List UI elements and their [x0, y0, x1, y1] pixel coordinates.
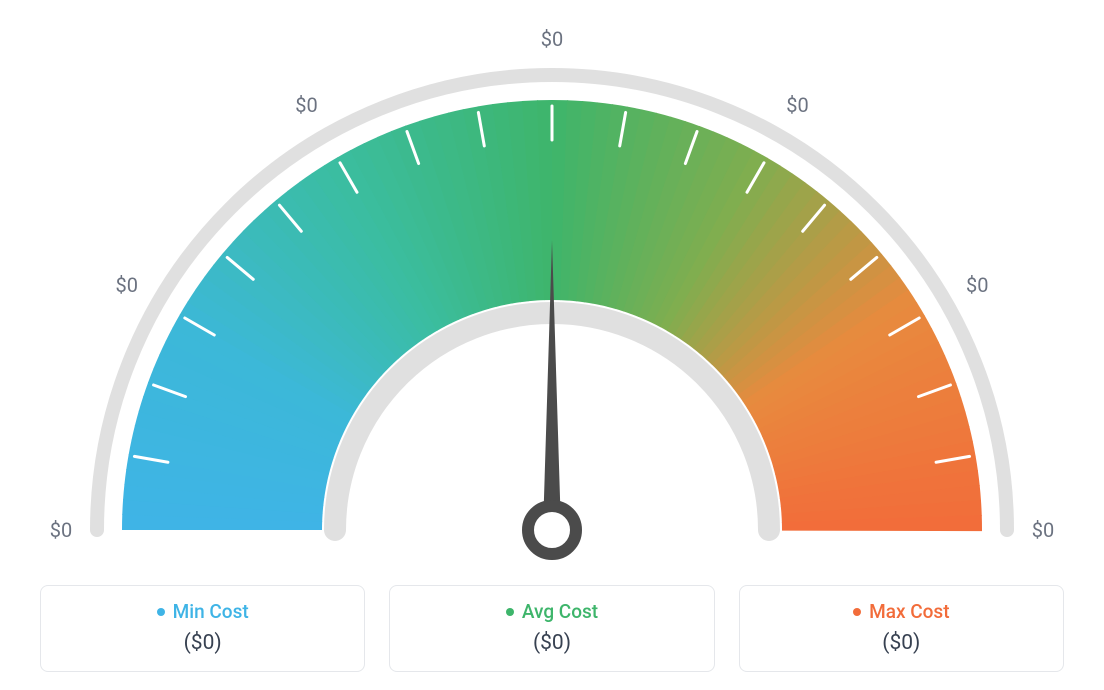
gauge-tick-label: $0 [786, 93, 808, 117]
dot-icon [506, 608, 514, 616]
legend-value: ($0) [408, 631, 695, 655]
gauge-tick-label: $0 [966, 273, 988, 297]
legend-label: Avg Cost [522, 600, 598, 623]
legend-card-max: Max Cost ($0) [739, 585, 1064, 672]
gauge-chart: $0 $0 $0 $0 $0 $0 $0 [0, 0, 1104, 560]
legend-title-min: Min Cost [157, 600, 249, 623]
gauge-tick-label: $0 [116, 273, 138, 297]
gauge-tick-label: $0 [295, 93, 317, 117]
dot-icon [853, 608, 861, 616]
gauge-svg [0, 0, 1104, 560]
legend-value: ($0) [59, 631, 346, 655]
gauge-tick-label: $0 [541, 27, 563, 51]
legend-label: Max Cost [869, 600, 949, 623]
legend-title-avg: Avg Cost [506, 600, 598, 623]
gauge-tick-label: $0 [1032, 518, 1054, 542]
legend-value: ($0) [758, 631, 1045, 655]
legend-label: Min Cost [173, 600, 249, 623]
dot-icon [157, 608, 165, 616]
legend-card-avg: Avg Cost ($0) [389, 585, 714, 672]
legend-title-max: Max Cost [853, 600, 949, 623]
legend-row: Min Cost ($0) Avg Cost ($0) Max Cost ($0… [40, 585, 1064, 672]
gauge-tick-label: $0 [50, 518, 72, 542]
legend-card-min: Min Cost ($0) [40, 585, 365, 672]
